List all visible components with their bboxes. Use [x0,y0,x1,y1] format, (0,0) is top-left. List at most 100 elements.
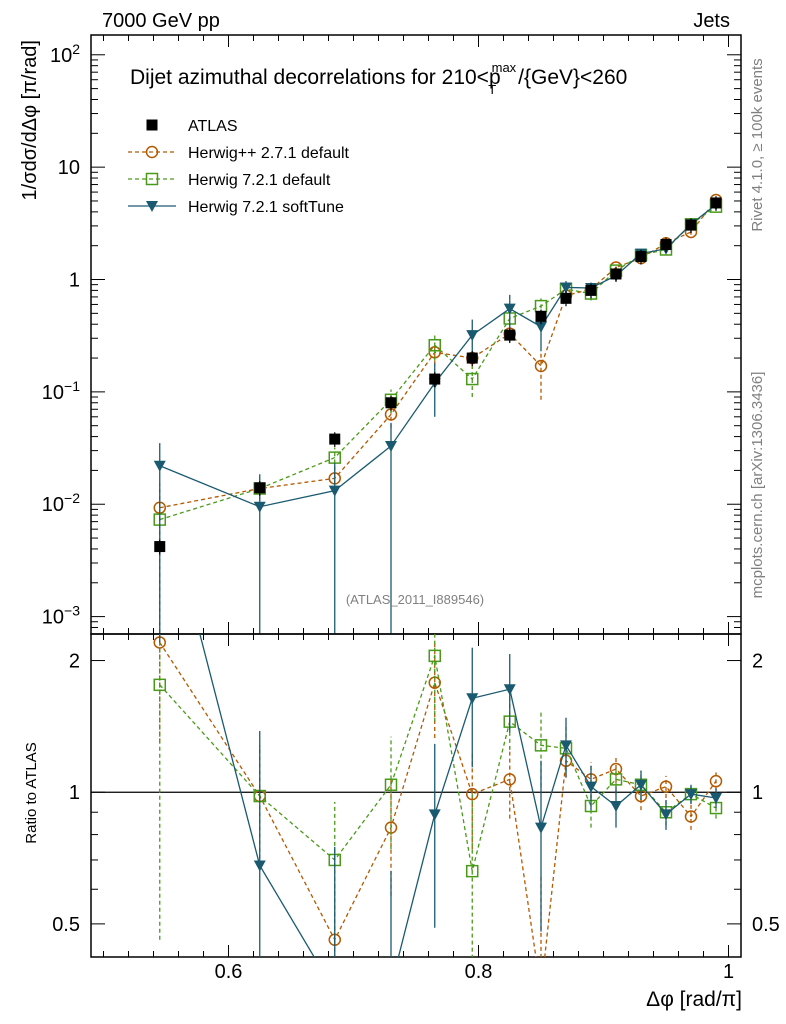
y-tick-base: 1 [69,270,80,292]
legend-marker [146,119,158,131]
y-tick-base: 10 [42,382,64,404]
analysis-id: (ATLAS_2011_I889546) [346,592,484,607]
atlas-point [385,397,397,409]
atlas-point [585,284,597,296]
legend-label: ATLAS [188,118,238,135]
data-point [534,359,548,373]
atlas-point [685,219,697,231]
y-tick-exp: −3 [64,603,80,619]
ratio-point [710,793,722,805]
legend-label: Herwig 7.2.1 default [188,172,331,189]
ratio-tick-label: 2 [69,651,80,673]
atlas-point [429,373,441,385]
data-point [560,282,572,294]
y-tick-label: 10−3 [42,603,80,629]
legend-label: Herwig++ 2.7.1 default [188,145,350,162]
ratio-point [709,774,723,788]
ratio-point [534,739,548,752]
atlas-point [535,310,547,322]
ratio-tick-label: 0.5 [52,914,80,936]
title-sub: T [488,82,496,97]
data-point [535,321,547,333]
atlas-point [329,433,341,445]
y-tick-label: 10 [58,157,80,179]
y-tick-exp: 2 [72,41,80,57]
ratio-tick-label-right: 1 [752,782,763,804]
legend-marker [145,172,159,186]
ratio-point [660,809,672,821]
y-tick-label: 10−1 [42,378,80,404]
ratio-tick-label-right: 2 [752,651,763,673]
ratio-point [428,649,441,663]
atlas-point [466,352,478,364]
data-point [503,303,516,315]
x-axis-label: Δφ [rad/π] [646,988,742,1011]
ratio-point [253,860,266,872]
ratio-point [609,773,623,786]
ratio-point [466,864,479,878]
series-atlas [154,196,722,555]
ratio-point [153,678,166,692]
atlas-point [504,329,516,341]
y-tick-base: 10 [42,607,64,629]
y-tick-exp: −1 [64,378,80,394]
y-tick-base: 10 [58,157,80,179]
data-point [385,440,397,452]
atlas-point [254,482,266,494]
ratio-point [384,778,398,792]
data-point [328,485,341,497]
data-point [153,460,166,472]
title-sup: max [492,60,517,75]
rivet-label: Rivet 4.1.0, ≥ 100k events [749,58,766,231]
title-prefix: Dijet azimuthal decorrelations for 210<p [130,66,501,89]
atlas-point [710,197,722,209]
ratio-point [385,981,397,992]
title-suffix: /{GeV}<260 [518,66,627,89]
ratio-data [153,634,723,998]
ratio-point [685,789,697,801]
atlas-point [560,292,572,304]
series-line [159,199,717,509]
mcplots-label: mcplots.cern.ch [arXiv:1306.3436] [749,372,766,599]
atlas-point [660,238,672,250]
legend-marker [146,201,158,212]
x-tick-label: 0.8 [465,961,493,983]
y-tick-base: 10 [50,45,72,67]
y-tick-base: 10 [42,494,64,516]
series-line [159,204,717,508]
legend: ATLAS Herwig++ 2.7.1 default Herwig 7.2.1 … [128,118,350,216]
ratio-point [560,740,572,752]
ratio-tick-label: 1 [69,782,80,804]
ratio-point [610,800,622,812]
y-tick-exp: −2 [64,490,80,506]
ratio-point [466,693,479,705]
x-tick-label: 0.6 [215,961,243,983]
ratio-point [659,780,673,793]
header-right: Jets [693,10,730,32]
data-point [328,451,341,464]
ratio-point [329,987,341,998]
y-tick-label: 1 [69,270,80,292]
data-point [253,501,266,513]
chart-title: Dijet azimuthal decorrelations for 210<p… [130,60,627,97]
ratio-axis-label: Ratio to ATLAS [23,742,40,843]
x-tick-label: 1 [723,961,734,983]
main-data [153,193,723,634]
ratio-tick-label-right: 0.5 [752,914,780,936]
data-point [466,330,479,342]
ratio-point [635,779,647,791]
ratio-line [199,634,717,957]
ratio-point [684,810,698,823]
series-line [159,206,717,521]
ratio-point [585,781,597,793]
ratio-point [503,684,516,696]
header-left: 7000 GeV pp [102,10,220,32]
ratio-point [466,787,479,801]
y-tick-label: 10−2 [42,490,80,516]
atlas-point [635,251,647,263]
legend-marker [145,145,159,159]
legend-label: Herwig 7.2.1 softTune [188,199,344,216]
atlas-point [154,541,166,553]
